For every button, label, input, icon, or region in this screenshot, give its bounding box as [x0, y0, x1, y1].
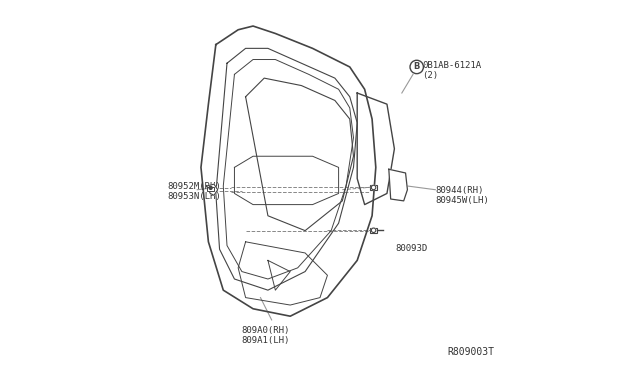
- Circle shape: [410, 60, 424, 74]
- Bar: [370, 228, 377, 232]
- Text: 809A0(RH)
809A1(LH): 809A0(RH) 809A1(LH): [242, 326, 291, 345]
- Polygon shape: [389, 169, 408, 201]
- Text: 80952M(RH)
80953N(LH): 80952M(RH) 80953N(LH): [168, 182, 221, 201]
- Circle shape: [371, 185, 376, 190]
- Circle shape: [371, 228, 376, 232]
- Bar: [207, 187, 214, 191]
- Text: 0B1AB-6121A
(2): 0B1AB-6121A (2): [422, 61, 481, 80]
- Text: 80944(RH)
80945W(LH): 80944(RH) 80945W(LH): [435, 186, 489, 205]
- Polygon shape: [207, 184, 218, 195]
- Circle shape: [209, 186, 212, 189]
- Bar: [370, 185, 377, 190]
- Text: B: B: [413, 62, 420, 71]
- Text: R809003T: R809003T: [448, 347, 495, 357]
- Text: 80093D: 80093D: [395, 244, 428, 253]
